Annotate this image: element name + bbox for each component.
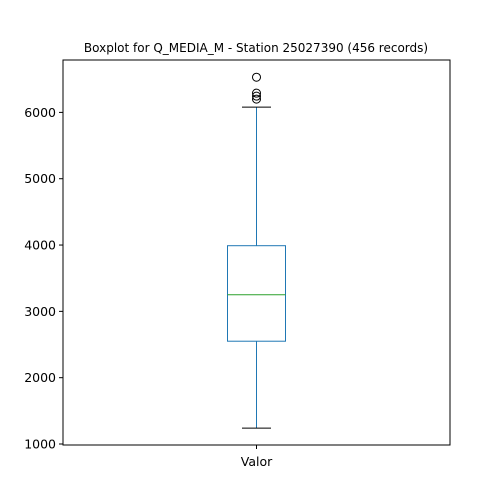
y-tick-label: 3000	[24, 304, 56, 319]
y-tick-label: 5000	[24, 171, 56, 186]
chart-title: Boxplot for Q_MEDIA_M - Station 25027390…	[84, 41, 428, 55]
outlier-point	[252, 72, 261, 82]
y-tick-label: 1000	[24, 437, 56, 452]
outlier-point	[252, 94, 261, 104]
outlier-point	[252, 91, 261, 101]
iqr-box	[227, 245, 286, 342]
x-tick-label: Valor	[241, 454, 273, 469]
y-axis: 1000 2000 3000 4000 5000 6000	[24, 105, 63, 452]
x-axis: Valor	[241, 445, 273, 469]
box-group	[227, 72, 286, 429]
y-tick-label: 6000	[24, 105, 56, 120]
y-tick-label: 4000	[24, 238, 56, 253]
outlier-point	[252, 88, 261, 98]
y-tick-label: 2000	[24, 370, 56, 385]
